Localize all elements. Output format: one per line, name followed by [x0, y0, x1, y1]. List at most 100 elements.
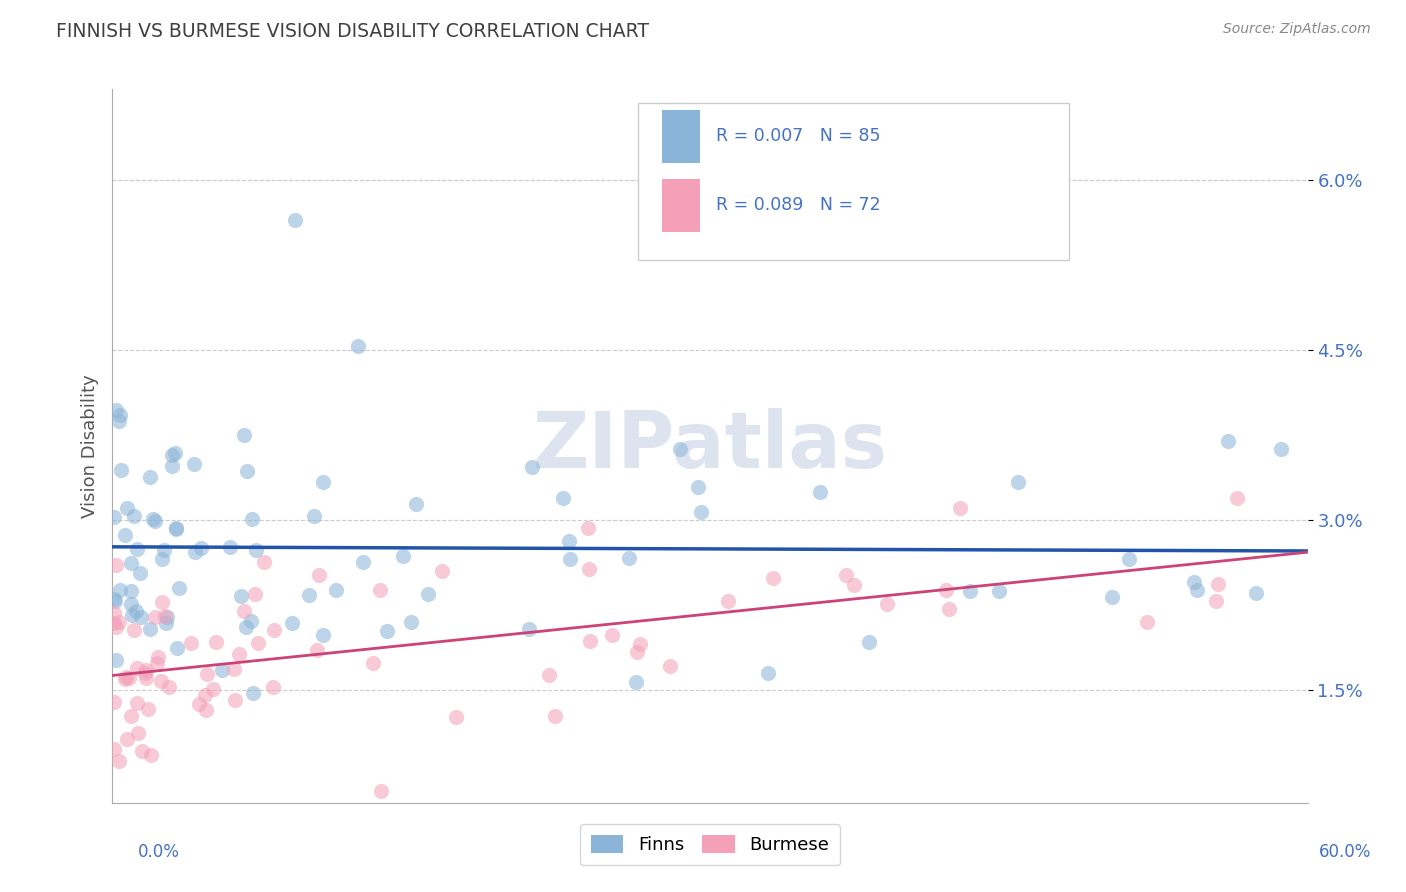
Point [1206, 577, 1229, 591]
Point [263, 623, 285, 637]
Point [131, 744, 153, 758]
Point [143, 610, 166, 624]
Point [959, 584, 981, 599]
Point [377, 624, 399, 638]
Text: ZIPatlas: ZIPatlas [533, 408, 887, 484]
Point [134, 665, 156, 680]
Point [139, 622, 162, 636]
Point [115, 501, 138, 516]
Point [352, 555, 374, 569]
Point [167, 582, 190, 596]
Point [416, 586, 439, 600]
Text: 0.0%: 0.0% [138, 843, 180, 861]
Point [121, 607, 143, 622]
Point [658, 659, 681, 673]
Point [444, 709, 467, 723]
Point [122, 623, 145, 637]
Point [114, 670, 136, 684]
Point [520, 459, 543, 474]
Point [103, 615, 125, 630]
Point [1136, 615, 1159, 630]
Point [190, 541, 212, 556]
Point [617, 550, 640, 565]
Point [688, 480, 710, 494]
Point [240, 512, 263, 526]
Point [183, 458, 205, 472]
Text: 60.0%: 60.0% [1319, 843, 1371, 861]
Point [110, 582, 132, 597]
Point [110, 463, 132, 477]
Point [160, 458, 183, 473]
Point [762, 570, 785, 584]
Text: FINNISH VS BURMESE VISION DISABILITY CORRELATION CHART: FINNISH VS BURMESE VISION DISABILITY COR… [56, 22, 650, 41]
Point [146, 650, 169, 665]
Point [103, 742, 125, 756]
Point [246, 636, 269, 650]
Point [392, 549, 415, 563]
Point [1118, 551, 1140, 566]
Point [150, 673, 173, 688]
Point [125, 541, 148, 556]
Y-axis label: Vision Disability: Vision Disability [80, 374, 98, 518]
Point [105, 403, 128, 417]
Point [114, 528, 136, 542]
Point [105, 558, 128, 572]
Point [578, 562, 600, 576]
Point [224, 662, 246, 676]
Point [1244, 586, 1267, 600]
Point [125, 661, 148, 675]
Point [1007, 475, 1029, 490]
Point [184, 545, 207, 559]
Point [142, 512, 165, 526]
Point [125, 604, 148, 618]
Point [117, 731, 139, 746]
Point [1101, 590, 1123, 604]
Point [669, 442, 692, 457]
Point [135, 671, 157, 685]
Point [108, 615, 131, 629]
Point [194, 688, 217, 702]
Point [107, 755, 129, 769]
Point [114, 672, 136, 686]
Point [1185, 583, 1208, 598]
Point [628, 637, 651, 651]
Point [165, 522, 187, 536]
Point [717, 594, 740, 608]
Point [284, 212, 307, 227]
Point [143, 515, 166, 529]
Point [624, 675, 647, 690]
Point [156, 610, 179, 624]
Point [139, 470, 162, 484]
Point [103, 510, 125, 524]
Point [538, 667, 561, 681]
Point [368, 582, 391, 597]
Point [1270, 442, 1292, 457]
Bar [662, 110, 700, 163]
Point [121, 583, 143, 598]
Point [211, 663, 233, 677]
Point [166, 640, 188, 655]
FancyBboxPatch shape [638, 103, 1069, 260]
Point [103, 592, 125, 607]
Point [233, 427, 256, 442]
Point [236, 464, 259, 478]
Point [312, 628, 335, 642]
Point [281, 615, 304, 630]
Point [938, 602, 960, 616]
Point [370, 784, 392, 798]
Point [325, 583, 347, 598]
Point [229, 589, 252, 603]
Point [188, 697, 211, 711]
Point [104, 653, 127, 667]
Point [135, 663, 157, 677]
Point [844, 577, 866, 591]
Point [245, 543, 267, 558]
Point [304, 508, 326, 523]
Point [401, 615, 423, 630]
Point [120, 709, 142, 723]
Point [204, 635, 226, 649]
Point [104, 594, 127, 608]
Legend: Finns, Burmese: Finns, Burmese [581, 824, 839, 865]
Point [576, 521, 599, 535]
Point [935, 583, 957, 598]
